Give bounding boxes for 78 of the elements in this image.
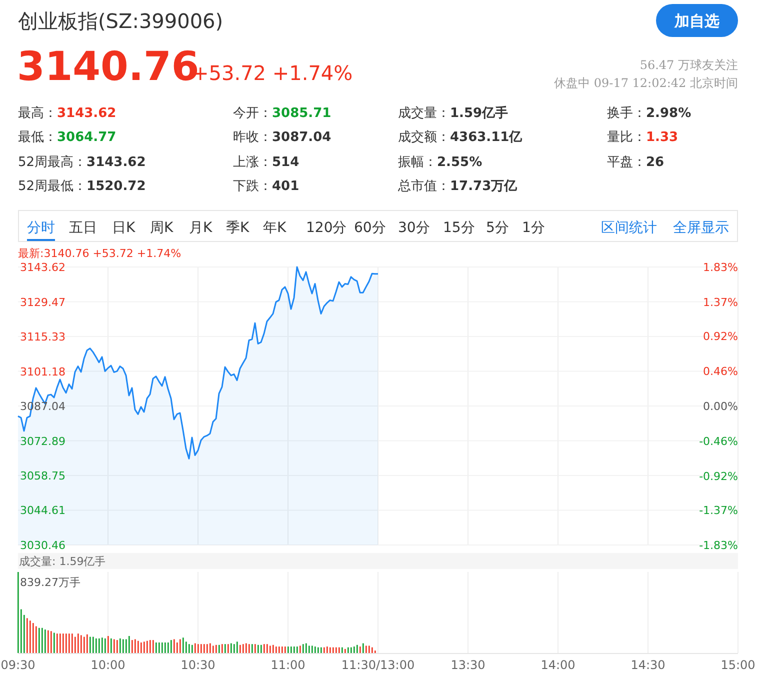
x-tick-label: 11:00 — [270, 658, 306, 672]
text: 60分 — [354, 220, 386, 236]
chart-title: 成交量: 1.59亿手 — [19, 555, 106, 568]
text: 五日 — [69, 220, 97, 236]
chart-subtitle: 最新:3140.76 +53.72 +1.74% — [18, 247, 182, 260]
text: 15分 — [443, 220, 475, 236]
text: 56.47 万球友关注 — [640, 58, 738, 72]
text: 周K — [150, 220, 174, 236]
y2-tick-label: 0.46% — [703, 365, 738, 378]
text: 季K — [226, 220, 250, 236]
text: 全屏显示 — [673, 220, 729, 236]
y-tick-label: 3044.61 — [20, 504, 66, 518]
text: 26 — [646, 155, 664, 170]
text: 振幅： — [398, 155, 437, 170]
text: 今开： — [233, 106, 272, 121]
x-tick-label: 14:00 — [540, 658, 576, 672]
text: 上涨： — [233, 155, 272, 170]
text: 下跌： — [233, 179, 272, 194]
x-tick-label: 10:30 — [180, 658, 216, 672]
text: 平盘： — [607, 155, 646, 170]
y-tick-label: 3058.75 — [20, 470, 66, 482]
text: 1.59亿手 — [450, 105, 508, 121]
y2-tick-label: -0.92% — [699, 470, 738, 483]
y2-tick-label: -0.46% — [699, 434, 738, 448]
text: 最高： — [18, 105, 57, 121]
text: 1分 — [522, 220, 545, 236]
text: 5分 — [486, 220, 509, 236]
y-tick-label: 3101.18 — [20, 365, 66, 378]
y-tick-label: 3030.46 — [20, 539, 66, 552]
text: 总市值： — [397, 179, 450, 194]
text: 3085.71 — [272, 106, 332, 121]
y2-tick-label: 1.83% — [703, 261, 738, 274]
text: 401 — [272, 179, 300, 194]
x-tick-label: 10:00 — [90, 658, 126, 672]
text: 创业板指(SZ:399006) — [18, 9, 224, 33]
text: 分时 — [27, 220, 55, 236]
text: 成交额： — [398, 129, 450, 145]
y2-tick-label: 0.00% — [703, 400, 738, 413]
text: 3143.62 — [86, 155, 146, 170]
y2-tick-label: 1.37% — [703, 296, 738, 309]
text: 量比： — [607, 130, 646, 145]
x-tick-label: 13:30 — [450, 658, 486, 672]
annotation: 839.27万手 — [20, 576, 80, 589]
y2-tick-label: -1.37% — [699, 504, 738, 518]
text: 52周最高： — [18, 154, 87, 170]
text: 3143.62 — [57, 106, 116, 121]
text: 月K — [189, 220, 213, 236]
text: 3064.77 — [57, 130, 116, 145]
text: 1520.72 — [86, 179, 146, 194]
text: 休盘中 09-17 12:02:42 北京时间 — [554, 76, 738, 90]
x-tick-label: 15:00 — [720, 658, 756, 672]
y-tick-label: 3129.47 — [20, 296, 66, 309]
text: 年K — [263, 220, 287, 236]
text: 换手： — [607, 106, 646, 121]
text: 2.55% — [437, 155, 482, 170]
y2-tick-label: -1.83% — [699, 539, 738, 552]
text: 30分 — [398, 220, 430, 236]
x-tick-label: 11:30/13:00 — [341, 658, 415, 672]
y2-tick-label: 0.92% — [703, 330, 738, 344]
text: 52周最低： — [18, 179, 87, 194]
text: 1.33 — [646, 130, 678, 145]
text: 120分 — [306, 220, 347, 236]
text: 最低： — [18, 130, 57, 145]
text: 成交量： — [398, 105, 450, 121]
text: 514 — [272, 155, 300, 170]
text: 加自选 — [674, 12, 720, 30]
x-tick-label: 14:30 — [630, 658, 666, 672]
y-tick-label: 3072.89 — [20, 434, 66, 448]
y-tick-label: 3115.33 — [20, 330, 66, 344]
text: 日K — [112, 220, 136, 236]
text: 昨收： — [233, 130, 272, 145]
text: 区间统计 — [601, 220, 657, 236]
y-tick-label: 3143.62 — [20, 261, 66, 274]
text: 17.73万亿 — [450, 179, 518, 194]
text: 2.98% — [646, 106, 692, 121]
x-tick-label: 09:30 — [0, 658, 36, 672]
text: 4363.11亿 — [450, 130, 524, 145]
text: 3087.04 — [272, 130, 332, 145]
